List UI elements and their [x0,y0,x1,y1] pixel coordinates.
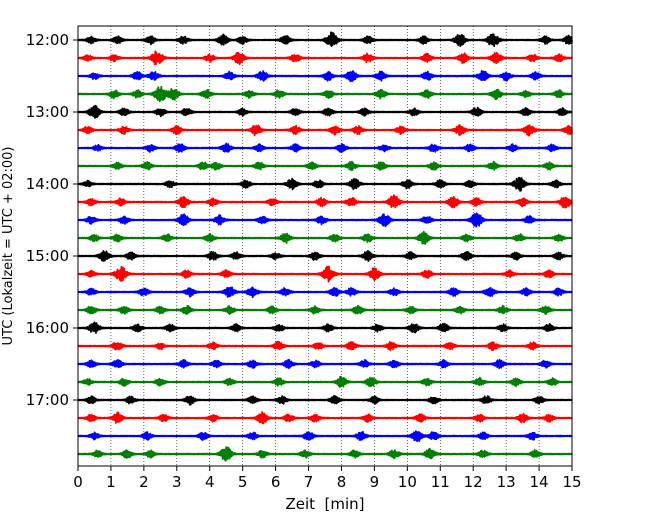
seismogram-trace [77,69,573,83]
seismogram-trace [77,394,573,406]
x-tick-label: 11 [431,473,450,491]
seismogram-trace [77,142,573,153]
trace-layer [77,31,573,462]
seismogram-trace [77,176,573,192]
seismogram-trace [77,160,573,172]
seismogram-trace [77,321,573,334]
x-axis: 0 1 2 3 4 5 6 7 8 9 10 11 12 13 14 15 [73,466,582,491]
x-tick-label: 13 [497,473,516,491]
x-tick-label: 14 [530,473,549,491]
seismogram-trace [77,104,573,119]
seismogram-trace [77,50,573,66]
x-tick-label: 5 [238,473,248,491]
seismogram-trace [77,286,573,299]
seismogram-trace [77,375,573,388]
seismogram-trace [77,446,573,462]
x-tick-label: 1 [106,473,116,491]
x-tick-label: 7 [304,473,314,491]
x-tick-label: 15 [562,473,581,491]
seismogram-trace [77,194,573,209]
y-tick-label: 13:00 [26,103,69,121]
x-tick-label: 12 [464,473,483,491]
y-tick-label: 17:00 [26,391,69,409]
x-tick-label: 4 [205,473,215,491]
plot-frame [77,25,573,467]
seismogram-trace [77,430,573,443]
seismogram-trace [77,411,573,425]
x-tick-label: 6 [271,473,281,491]
seismogram-trace [77,340,573,352]
seismogram-trace [77,304,573,315]
y-tick-label: 12:00 [26,31,69,49]
x-tick-label: 3 [172,473,182,491]
seismogram-trace [77,250,573,262]
x-tick-label: 0 [73,473,83,491]
x-axis-label: Zeit [min] [285,495,364,513]
y-tick-label: 15:00 [26,247,69,265]
y-axis: 12:00 13:00 14:00 15:00 16:00 17:00 [26,31,78,409]
y-tick-label: 14:00 [26,175,69,193]
seismogram-trace [77,124,573,137]
y-axis-label: UTC (Lokalzeit = UTC + 02:00) [1,147,16,346]
x-tick-label: 9 [370,473,380,491]
seismogram-trace [77,31,573,48]
seismogram-trace [77,265,573,283]
seismogram-trace [77,212,573,228]
x-tick-label: 8 [337,473,347,491]
seismogram-trace [77,85,573,103]
seismogram-trace [77,230,573,245]
grid-layer [110,26,540,466]
y-tick-label: 16:00 [26,319,69,337]
x-tick-label: 2 [139,473,149,491]
x-tick-label: 10 [398,473,417,491]
seismogram-trace [77,358,573,370]
